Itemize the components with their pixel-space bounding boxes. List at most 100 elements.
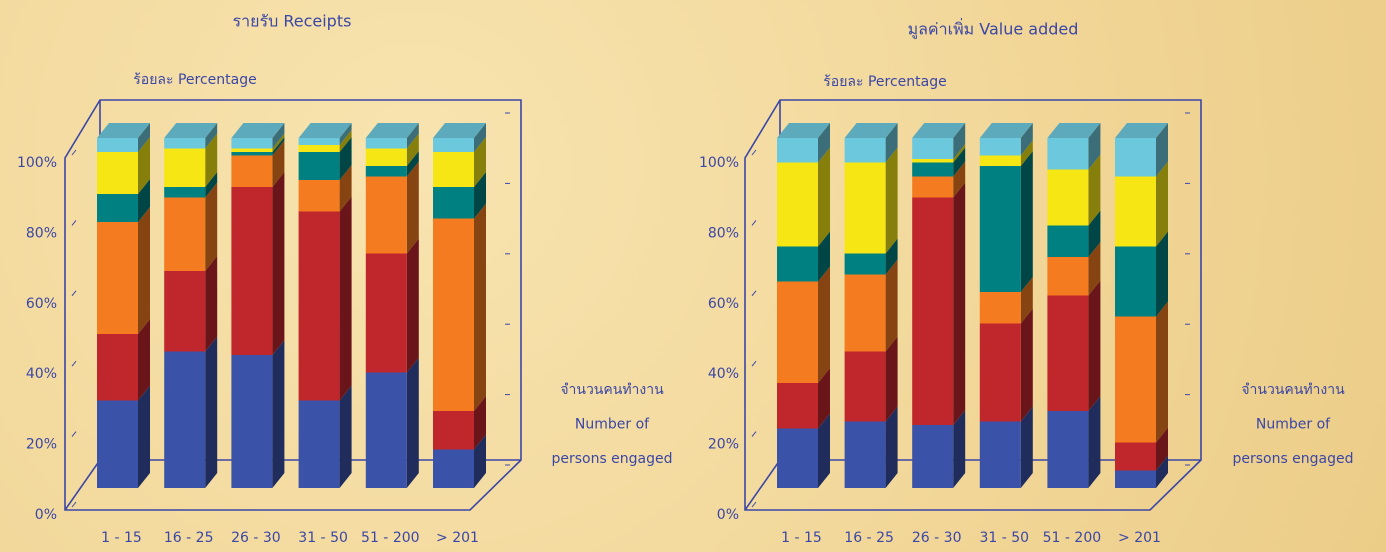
bar-segment	[433, 138, 474, 152]
bar-side	[818, 123, 830, 163]
bar-side	[1020, 406, 1033, 488]
y-tick-label: 0%	[35, 507, 57, 523]
bar-side	[272, 340, 285, 488]
bar-side	[406, 357, 419, 488]
bar-side	[1156, 123, 1168, 177]
bar-segment	[1115, 442, 1156, 471]
bar-side	[138, 207, 150, 334]
x-tick-label: 16 - 25	[844, 530, 894, 546]
bar-segment	[1047, 138, 1089, 170]
bar-side	[885, 336, 898, 422]
bar-side	[1088, 123, 1101, 170]
bar-side	[1088, 396, 1101, 488]
bar-side	[474, 434, 486, 488]
bar-segment	[97, 194, 138, 222]
bar-segment	[97, 138, 138, 152]
bar-side	[406, 123, 419, 149]
x-axis-label: Number of	[575, 417, 650, 433]
bar-segment	[433, 187, 474, 219]
bar-segment	[298, 152, 340, 180]
bar-segment	[164, 148, 206, 187]
x-tick-label: 26 - 30	[231, 530, 281, 546]
bar-segment	[231, 155, 273, 187]
bar-side	[205, 256, 218, 352]
bar-side	[818, 231, 830, 282]
y-axis-label: ร้อยละ Percentage	[823, 74, 946, 90]
x-tick-label: > 201	[436, 530, 479, 546]
bar-segment	[912, 138, 954, 159]
bar-side	[474, 396, 486, 450]
bar-segment	[164, 187, 206, 198]
bar-side	[339, 130, 352, 152]
x-tick-label: 51 - 200	[1043, 530, 1102, 546]
bar-side	[885, 123, 898, 163]
bar-segment	[777, 281, 818, 383]
x-axis-label: จำนวนคนทำงาน	[560, 382, 664, 398]
bar-segment	[298, 138, 340, 145]
bar-side	[339, 196, 352, 401]
bar-side	[272, 137, 285, 156]
bar-top	[164, 123, 218, 138]
bar-side	[818, 147, 830, 247]
y-tick-label: 40%	[708, 366, 739, 382]
x-axis-label: persons engaged	[1232, 451, 1353, 467]
bar-segment	[844, 274, 886, 352]
tick-mark	[751, 360, 757, 367]
x-axis-label: Number of	[1256, 417, 1331, 433]
bar-segment	[844, 138, 886, 163]
x-tick-label: > 201	[1118, 530, 1161, 546]
bar-side	[818, 368, 830, 429]
y-tick-label: 80%	[26, 225, 57, 241]
bar-segment	[433, 218, 474, 411]
tick-mark	[71, 290, 77, 297]
x-axis-label: persons engaged	[551, 451, 672, 467]
bar-side	[474, 172, 486, 219]
bar-segment	[979, 138, 1021, 156]
bar-segment	[97, 222, 138, 334]
bar-segment	[231, 355, 273, 488]
bar-side	[953, 147, 966, 177]
x-tick-label: 51 - 200	[361, 530, 420, 546]
bar-side	[1088, 280, 1101, 411]
bar-side	[406, 238, 419, 373]
bar-segment	[231, 148, 273, 152]
y-tick-label: 0%	[717, 507, 739, 523]
y-tick-label: 100%	[17, 155, 57, 171]
tick-mark	[751, 220, 757, 226]
bar-side	[885, 238, 898, 275]
bar-side	[406, 133, 419, 166]
bar-side	[818, 266, 830, 383]
y-tick-label: 20%	[708, 437, 739, 453]
bar-top	[777, 123, 830, 138]
bar-segment	[1047, 225, 1089, 257]
bar-side	[1020, 308, 1033, 422]
bar-segment	[979, 155, 1021, 166]
bar-segment	[777, 383, 818, 429]
bar-side	[406, 151, 419, 177]
bar-segment	[912, 197, 954, 425]
bar-segment	[1047, 169, 1089, 226]
bar-side	[1088, 210, 1101, 257]
bar-segment	[1115, 138, 1156, 177]
bar-side	[1088, 154, 1101, 226]
bar-top	[231, 123, 285, 138]
bar-segment	[1115, 176, 1156, 247]
y-tick-label: 80%	[708, 225, 739, 241]
bar-segment	[231, 187, 273, 355]
bar-segment	[433, 449, 474, 488]
bar-top	[433, 123, 486, 138]
bar-side	[138, 385, 150, 488]
bar-segment	[298, 211, 340, 401]
x-tick-label: 26 - 30	[912, 530, 962, 546]
bar-segment	[1115, 316, 1156, 443]
bar-segment	[433, 411, 474, 450]
bar-segment	[298, 180, 340, 212]
tick-mark	[751, 290, 757, 297]
bar-segment	[97, 152, 138, 194]
bar-side	[138, 123, 150, 152]
bar-side	[339, 137, 352, 180]
y-axis-label: ร้อยละ Percentage	[133, 72, 256, 88]
bar-side	[138, 319, 150, 401]
bar-side	[1156, 161, 1168, 247]
